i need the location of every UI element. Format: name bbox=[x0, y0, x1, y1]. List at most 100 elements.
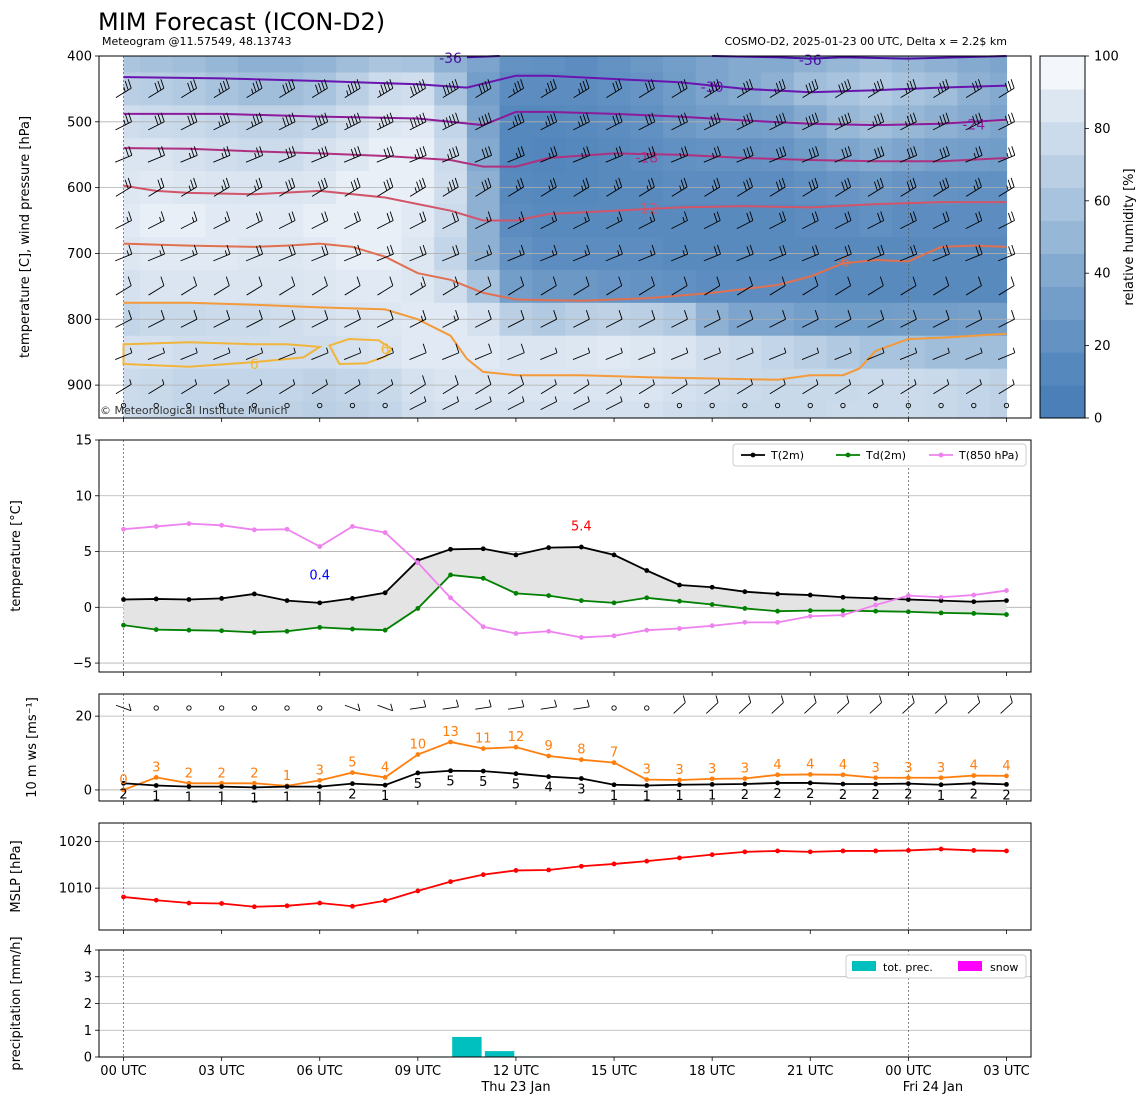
humidity-cell bbox=[499, 335, 533, 370]
data-point bbox=[251, 591, 257, 597]
data-point bbox=[350, 524, 355, 529]
wind-barb bbox=[965, 79, 982, 98]
wind-barb bbox=[147, 146, 165, 163]
wind10m-border bbox=[98, 693, 1032, 802]
humidity-ytick-label: 500 bbox=[67, 115, 92, 130]
temperature-panel: −5 0 5 10 15 temperature [°C] 5.4 0.4 T(2m) Td(2m… bbox=[9, 434, 1031, 676]
humidity-cell bbox=[303, 401, 337, 419]
wind-barb bbox=[278, 244, 296, 262]
wind-barb bbox=[279, 276, 296, 296]
wind-barb bbox=[507, 112, 525, 131]
data-point bbox=[1004, 588, 1009, 593]
wind-barb bbox=[932, 211, 950, 230]
gust-label: 3 bbox=[937, 761, 945, 776]
wind-barb bbox=[474, 343, 492, 361]
humidity-cell bbox=[892, 269, 926, 304]
humidity-cell bbox=[728, 138, 762, 172]
humidity-cell bbox=[924, 269, 959, 304]
humidity-cell bbox=[466, 401, 501, 419]
wind-barb bbox=[932, 347, 950, 361]
gust-label: 4 bbox=[839, 758, 847, 773]
humidity-cell bbox=[761, 204, 795, 238]
humidity-cell bbox=[466, 269, 501, 304]
gust-label: 4 bbox=[1002, 759, 1010, 774]
wind-barb-calm bbox=[153, 705, 159, 711]
wind-barb bbox=[804, 695, 817, 714]
humidity-cell bbox=[270, 138, 304, 172]
data-point bbox=[775, 591, 780, 597]
colorbar-border bbox=[1039, 55, 1086, 419]
wind-barb bbox=[834, 244, 852, 262]
mean-point bbox=[677, 782, 682, 788]
wind-barb bbox=[900, 177, 917, 197]
wind-barb bbox=[344, 379, 361, 395]
humidity-cell bbox=[205, 138, 239, 172]
humidity-cell bbox=[205, 204, 239, 238]
wind-barb bbox=[409, 343, 427, 361]
wind-barb-calm bbox=[284, 402, 290, 409]
wind-barb bbox=[115, 146, 133, 163]
wind-barb-calm bbox=[676, 402, 683, 409]
wind-barb-calm bbox=[120, 402, 127, 409]
series-line-2 bbox=[123, 522, 1007, 639]
wind-barb bbox=[442, 79, 459, 98]
wind-barb bbox=[902, 695, 915, 714]
wind-barb bbox=[376, 146, 394, 163]
wind-barb bbox=[376, 244, 394, 262]
humidity-cell bbox=[761, 56, 795, 74]
wind-barb bbox=[769, 276, 786, 296]
humidity-cell bbox=[957, 56, 991, 74]
wind-barb bbox=[605, 244, 623, 262]
humidity-cell bbox=[401, 204, 435, 238]
wind-barb bbox=[246, 211, 263, 230]
wind-barb bbox=[867, 347, 885, 361]
wind-barb bbox=[409, 146, 427, 163]
wind-barb bbox=[703, 211, 721, 230]
wind-barb bbox=[442, 699, 459, 710]
humidity-cell bbox=[990, 204, 1008, 238]
isotherm-label: -36 bbox=[799, 53, 822, 69]
wind-barb bbox=[867, 211, 885, 230]
wind-barb bbox=[148, 379, 165, 395]
wind-barb bbox=[279, 79, 296, 98]
wind-barb bbox=[900, 379, 917, 395]
wind-barb bbox=[376, 112, 394, 131]
mslp-point bbox=[480, 872, 486, 878]
data-point bbox=[513, 590, 519, 596]
wind-barb bbox=[377, 703, 394, 712]
wind-barb bbox=[965, 310, 983, 328]
time-tick-label: 09 UTC bbox=[395, 1064, 441, 1079]
data-point bbox=[807, 613, 813, 619]
humidity-cell bbox=[990, 138, 1008, 172]
colorbar: 0 20 40 60 80 100 relative humidity [%] bbox=[1039, 50, 1137, 427]
colorbar-tick-label: 60 bbox=[1094, 194, 1111, 209]
mslp-point bbox=[775, 848, 780, 854]
mean-point bbox=[415, 770, 421, 776]
wind-barb bbox=[769, 310, 787, 328]
data-point bbox=[611, 600, 617, 606]
wind-barb bbox=[507, 146, 525, 163]
humidity-cell bbox=[892, 401, 926, 419]
humidity-cell bbox=[990, 56, 1008, 74]
wind-barb bbox=[606, 276, 623, 296]
humidity-cell bbox=[434, 72, 468, 106]
wind-barb bbox=[703, 146, 721, 163]
wind-barb bbox=[213, 79, 230, 98]
data-point bbox=[1004, 598, 1009, 604]
humidity-cell bbox=[123, 56, 141, 74]
mean-point bbox=[513, 771, 519, 777]
gust-label: 3 bbox=[904, 761, 912, 776]
wind-barb bbox=[475, 310, 492, 328]
humidity-cell bbox=[270, 335, 304, 370]
mslp-point bbox=[611, 861, 617, 867]
gust-label: 3 bbox=[152, 760, 160, 775]
gust-label: 1 bbox=[283, 769, 291, 784]
wind-barb-calm bbox=[938, 402, 944, 409]
gust-point bbox=[905, 775, 911, 781]
wind-barb bbox=[508, 276, 525, 296]
wind-barb bbox=[507, 244, 525, 262]
humidity-cell bbox=[793, 335, 828, 370]
wind-barb bbox=[279, 379, 296, 395]
wind-barb bbox=[769, 79, 786, 98]
temperature-ytick-label: 15 bbox=[75, 434, 92, 449]
